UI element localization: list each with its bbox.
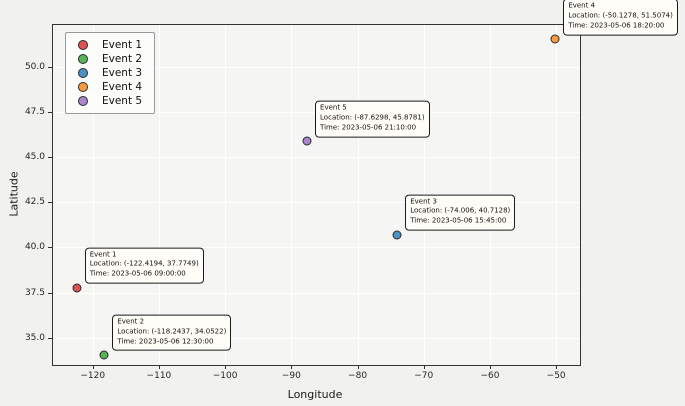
y-gridline bbox=[53, 337, 580, 339]
annotation-line: Time: 2023-05-06 15:45:00 bbox=[410, 216, 507, 225]
y-tick-mark bbox=[48, 111, 52, 113]
legend-item-label: Event 2 bbox=[102, 53, 143, 65]
annotation-line: Location: (-118.2437, 34.0522) bbox=[117, 327, 227, 336]
y-tick-mark bbox=[48, 157, 52, 159]
annotation-box: Event 5 Location: (-87.6298, 45.8781) Time… bbox=[315, 100, 430, 138]
y-tick-mark bbox=[48, 202, 52, 204]
y-tick-label: 50.0 bbox=[24, 61, 45, 72]
legend-item: Event 4 bbox=[74, 80, 142, 94]
x-gridline bbox=[291, 25, 293, 365]
legend-marker-icon bbox=[78, 54, 88, 64]
x-tick-mark bbox=[357, 365, 359, 369]
annotation-line: Time: 2023-05-06 18:20:00 bbox=[568, 21, 665, 30]
annotation-line: Event 5 bbox=[320, 103, 347, 112]
x-tick-label: −90 bbox=[281, 371, 301, 381]
annotation-line: Event 3 bbox=[410, 197, 437, 206]
y-tick-label: 45.0 bbox=[24, 152, 45, 163]
legend-item-label: Event 1 bbox=[102, 39, 143, 51]
legend: Event 1 Event 2 Event 3 Event 4 Event 5 bbox=[65, 32, 156, 114]
x-gridline bbox=[357, 25, 359, 365]
y-tick-label: 42.5 bbox=[24, 197, 45, 208]
y-tick-mark bbox=[48, 292, 52, 294]
data-point bbox=[72, 283, 82, 293]
x-tick-label: −60 bbox=[480, 371, 500, 381]
annotation-box: Event 3 Location: (-74.006, 40.7128) Time:… bbox=[405, 194, 516, 231]
x-gridline bbox=[225, 25, 227, 365]
y-tick-label: 35.0 bbox=[24, 332, 45, 343]
legend-item-label: Event 3 bbox=[102, 67, 143, 79]
legend-item: Event 3 bbox=[74, 66, 142, 80]
legend-item: Event 2 bbox=[74, 52, 142, 66]
x-tick-label: −50 bbox=[546, 371, 566, 381]
data-point bbox=[550, 34, 560, 44]
y-tick-mark bbox=[48, 66, 52, 68]
annotation-box: Event 2 Location: (-118.2437, 34.0522) Tim… bbox=[112, 314, 232, 351]
y-gridline bbox=[53, 202, 580, 204]
legend-item-label: Event 5 bbox=[102, 95, 143, 107]
x-tick-mark bbox=[158, 365, 160, 369]
x-tick-label: −70 bbox=[414, 371, 434, 381]
x-gridline bbox=[158, 25, 160, 365]
annotation-line: Time: 2023-05-06 12:30:00 bbox=[117, 337, 214, 346]
legend-marker-icon bbox=[78, 96, 88, 106]
annotation-box: Event 1 Location: (-122.4194, 37.7749) Tim… bbox=[84, 247, 204, 284]
x-tick-mark bbox=[291, 365, 293, 369]
data-point bbox=[302, 136, 312, 146]
legend-marker-icon bbox=[78, 82, 88, 92]
y-axis-label: Latitude bbox=[7, 171, 21, 217]
y-tick-mark bbox=[48, 247, 52, 249]
data-point bbox=[392, 230, 402, 240]
plot-area: Event 1 Event 2 Event 3 Event 4 Event 5 −120… bbox=[25, 0, 678, 381]
y-tick-label: 47.5 bbox=[24, 106, 45, 117]
y-gridline bbox=[53, 247, 580, 249]
x-tick-mark bbox=[489, 365, 491, 369]
x-tick-mark bbox=[556, 365, 558, 369]
x-tick-label: −110 bbox=[146, 371, 172, 381]
annotation-line: Event 4 bbox=[568, 1, 596, 10]
legend-marker-icon bbox=[78, 40, 88, 50]
x-tick-mark bbox=[92, 365, 94, 369]
annotation-line: Event 2 bbox=[117, 317, 145, 326]
y-tick-label: 40.0 bbox=[24, 242, 45, 253]
data-point bbox=[99, 350, 109, 360]
legend-item: Event 5 bbox=[74, 94, 142, 108]
legend-marker-icon bbox=[78, 68, 88, 78]
annotation-line: Location: (-50.1278, 51.5074) bbox=[568, 11, 673, 20]
x-tick-mark bbox=[225, 365, 227, 369]
annotation-line: Location: (-87.6298, 45.8781) bbox=[320, 113, 425, 122]
y-tick-mark bbox=[48, 337, 52, 339]
y-gridline bbox=[53, 66, 580, 68]
x-tick-label: −120 bbox=[80, 371, 106, 381]
legend-item: Event 1 bbox=[74, 38, 142, 52]
annotation-line: Event 1 bbox=[89, 250, 117, 259]
annotation-line: Location: (-122.4194, 37.7749) bbox=[89, 260, 199, 269]
annotation-line: Time: 2023-05-06 21:10:00 bbox=[320, 123, 417, 132]
x-gridline bbox=[92, 25, 94, 365]
x-tick-mark bbox=[423, 365, 425, 369]
annotation-line: Time: 2023-05-06 09:00:00 bbox=[89, 269, 186, 278]
x-axis-label: Longitude bbox=[287, 388, 343, 401]
y-tick-label: 37.5 bbox=[24, 287, 45, 298]
x-tick-label: −80 bbox=[348, 371, 368, 381]
annotation-line: Location: (-74.006, 40.7128) bbox=[410, 206, 511, 215]
legend-item-label: Event 4 bbox=[102, 81, 143, 93]
x-tick-label: −100 bbox=[212, 371, 238, 381]
y-gridline bbox=[53, 157, 580, 159]
x-gridline bbox=[556, 25, 558, 365]
annotation-box: Event 4 Location: (-50.1278, 51.5074) Time… bbox=[563, 0, 678, 36]
y-gridline bbox=[53, 292, 580, 294]
